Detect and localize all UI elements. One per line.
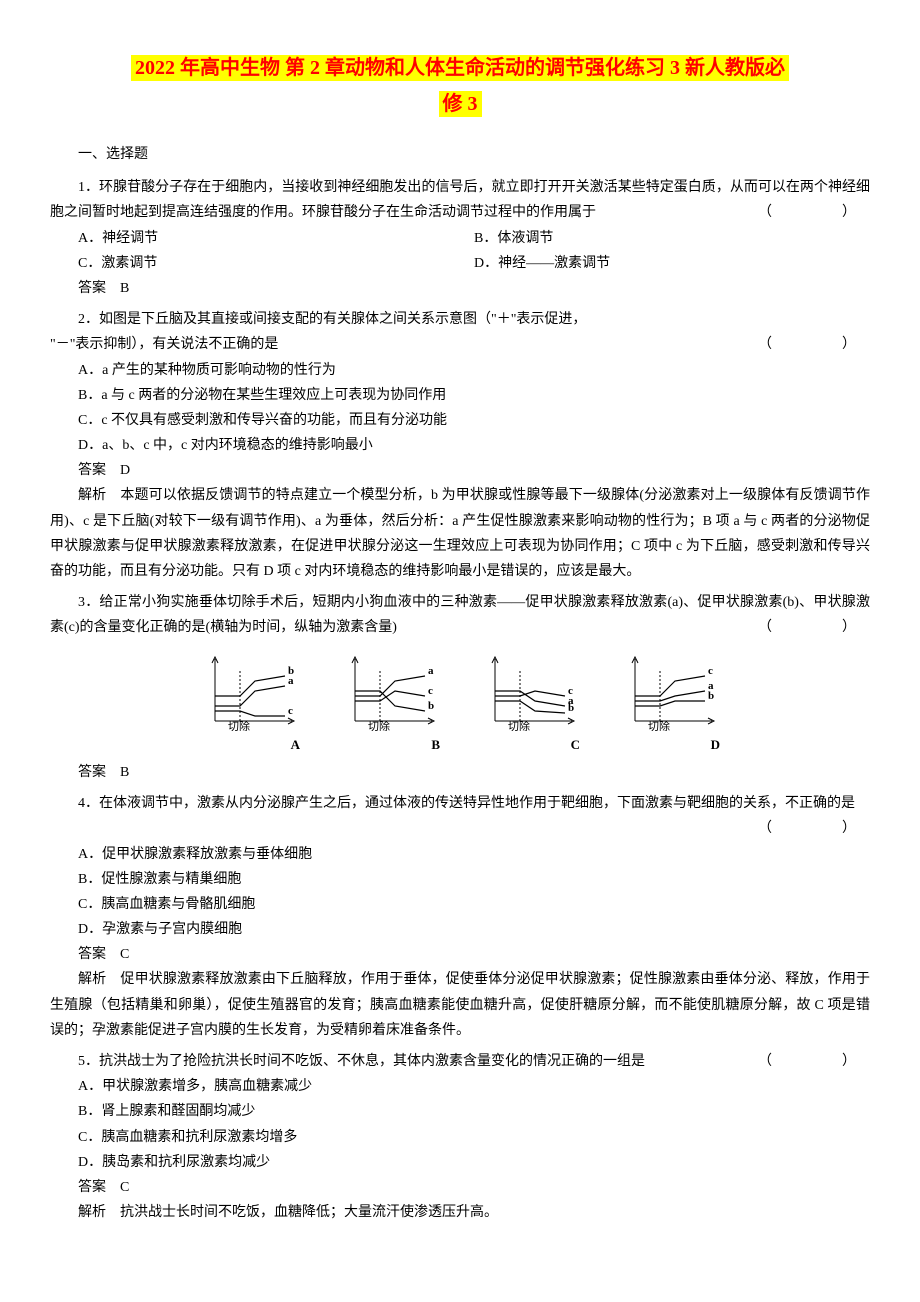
q4-optB: B．促性腺激素与精巢细胞 [78, 867, 870, 892]
q4-stem: 4．在体液调节中，激素从内分泌腺产生之后，通过体液的传送特异性地作用于靶细胞，下… [50, 791, 870, 841]
q1-optC: C．激素调节 [78, 251, 474, 276]
q5-answer: 答案 C [50, 1175, 870, 1200]
q4-explain: 解析 促甲状腺激素释放激素由下丘脑释放，作用于垂体，促使垂体分泌促甲状腺激素；促… [50, 967, 870, 1043]
line-c [215, 711, 285, 716]
chart-B: a bc 切除 B [340, 651, 440, 756]
q5-optA: A．甲状腺激素增多，胰高血糖素减少 [78, 1074, 870, 1099]
question-4: 4．在体液调节中，激素从内分泌腺产生之后，通过体液的传送特异性地作用于靶细胞，下… [50, 791, 870, 1043]
chart-A: abc切除A [200, 651, 300, 756]
chart-label-C: C [571, 733, 580, 756]
chart-label-D: D [711, 733, 720, 756]
q1-answer: 答案 B [50, 276, 870, 301]
chart-C-svg: abc切除 [480, 651, 580, 731]
q2-line2: "－"表示抑制），有关说法不正确的是 [50, 337, 278, 352]
q5-explain: 解析 抗洪战士长时间不吃饭，血糖降低；大量流汗使渗透压升高。 [50, 1200, 870, 1225]
line-label-a: a [428, 665, 434, 677]
chart-D: abc切除D [620, 651, 720, 756]
q5-stem: 5．抗洪战士为了抢险抗洪长时间不吃饭、不休息，其体内激素含量变化的情况正确的一组… [50, 1049, 870, 1074]
q2-optA: A．a 产生的某种物质可影响动物的性行为 [78, 358, 870, 383]
chart-xlabel: 切除 [648, 719, 670, 731]
q5-paren: （ ） [730, 1049, 870, 1074]
q2-line1: 2．如图是下丘脑及其直接或间接支配的有关腺体之间关系示意图（"＋"表示促进， [50, 307, 870, 332]
q1-stem: 1．环腺苷酸分子存在于细胞内，当接收到神经细胞发出的信号后，就立即打开开关激活某… [50, 175, 870, 225]
q1-optB: B．体液调节 [474, 226, 870, 251]
q4-options: A．促甲状腺激素释放激素与垂体细胞 B．促性腺激素与精巢细胞 C．胰高血糖素与骨… [50, 842, 870, 943]
q5-options: A．甲状腺激素增多，胰高血糖素减少 B．肾上腺素和醛固酮均减少 C．胰高血糖素和… [50, 1074, 870, 1175]
question-2: 2．如图是下丘脑及其直接或间接支配的有关腺体之间关系示意图（"＋"表示促进， "… [50, 307, 870, 584]
q4-text: 4．在体液调节中，激素从内分泌腺产生之后，通过体液的传送特异性地作用于靶细胞，下… [78, 796, 855, 811]
line-label-b: b [428, 700, 434, 712]
chart-D-svg: abc切除 [620, 651, 720, 731]
chart-xlabel: 切除 [508, 719, 530, 731]
q4-answer: 答案 C [50, 942, 870, 967]
q2-optC: C．c 不仅具有感受刺激和传导兴奋的功能，而且有分泌功能 [78, 408, 870, 433]
q4-optD: D．孕激素与子宫内膜细胞 [78, 917, 870, 942]
title-line-2: 修 3 [439, 91, 482, 117]
q2-optB: B．a 与 c 两者的分泌物在某些生理效应上可表现为协同作用 [78, 383, 870, 408]
line-b [635, 701, 705, 706]
chart-A-svg: abc切除 [200, 651, 300, 731]
q1-options: A．神经调节 B．体液调节 [50, 226, 870, 251]
line-label-c: c [708, 665, 713, 677]
chart-C: abc切除C [480, 651, 580, 756]
q2-options: A．a 产生的某种物质可影响动物的性行为 B．a 与 c 两者的分泌物在某些生理… [50, 358, 870, 459]
q2-optD: D．a、b、c 中，c 对内环境稳态的维持影响最小 [78, 433, 870, 458]
chart-xlabel: 切除 [368, 719, 390, 731]
q3-answer: 答案 B [50, 760, 870, 785]
line-label-b: b [708, 690, 714, 702]
q2-paren: （ ） [758, 332, 870, 357]
q4-paren: （ ） [730, 816, 870, 841]
q3-stem: 3．给正常小狗实施垂体切除手术后，短期内小狗血液中的三种激素——促甲状腺激素释放… [50, 590, 870, 640]
chart-xlabel: 切除 [228, 719, 250, 731]
line-a [355, 676, 425, 696]
q1-paren: （ ） [730, 200, 870, 225]
section-heading: 一、选择题 [50, 142, 870, 167]
q5-optC: C．胰高血糖素和抗利尿激素均增多 [78, 1125, 870, 1150]
title-line-1: 2022 年高中生物 第 2 章动物和人体生命活动的调节强化练习 3 新人教版必 [131, 55, 789, 81]
chart-B-svg: a bc 切除 [340, 651, 440, 731]
chart-label-A: A [291, 733, 300, 756]
q5-text: 5．抗洪战士为了抢险抗洪长时间不吃饭、不休息，其体内激素含量变化的情况正确的一组… [78, 1054, 645, 1069]
question-5: 5．抗洪战士为了抢险抗洪长时间不吃饭、不休息，其体内激素含量变化的情况正确的一组… [50, 1049, 870, 1225]
line-b [215, 676, 285, 696]
question-1: 1．环腺苷酸分子存在于细胞内，当接收到神经细胞发出的信号后，就立即打开开关激活某… [50, 175, 870, 301]
q2-answer: 答案 D [50, 458, 870, 483]
q1-optA: A．神经调节 [78, 226, 474, 251]
q2-explain: 解析 本题可以依据反馈调节的特点建立一个模型分析，b 为甲状腺或性腺等最下一级腺… [50, 483, 870, 584]
q4-optC: C．胰高血糖素与骨骼肌细胞 [78, 892, 870, 917]
line-label-b: b [568, 702, 574, 714]
line-label-c: c [288, 705, 293, 717]
q2-line2-wrap: "－"表示抑制），有关说法不正确的是 （ ） [50, 332, 870, 357]
q1-options2: C．激素调节 D．神经——激素调节 [50, 251, 870, 276]
q3-paren: （ ） [730, 615, 870, 640]
question-3: 3．给正常小狗实施垂体切除手术后，短期内小狗血液中的三种激素——促甲状腺激素释放… [50, 590, 870, 785]
line-label-c: c [428, 685, 433, 697]
q5-optB: B．肾上腺素和醛固酮均减少 [78, 1099, 870, 1124]
chart-label-B: B [431, 733, 440, 756]
q5-optD: D．胰岛素和抗利尿激素均减少 [78, 1150, 870, 1175]
q1-optD: D．神经——激素调节 [474, 251, 870, 276]
page-title: 2022 年高中生物 第 2 章动物和人体生命活动的调节强化练习 3 新人教版必… [50, 50, 870, 122]
q3-charts: abc切除Aabc切除Babc切除Cabc切除D [50, 651, 870, 756]
line-label-b: b [288, 665, 294, 677]
line-b [495, 701, 565, 713]
line-label-c: c [568, 685, 573, 697]
q4-optA: A．促甲状腺激素释放激素与垂体细胞 [78, 842, 870, 867]
line-c [495, 691, 565, 696]
